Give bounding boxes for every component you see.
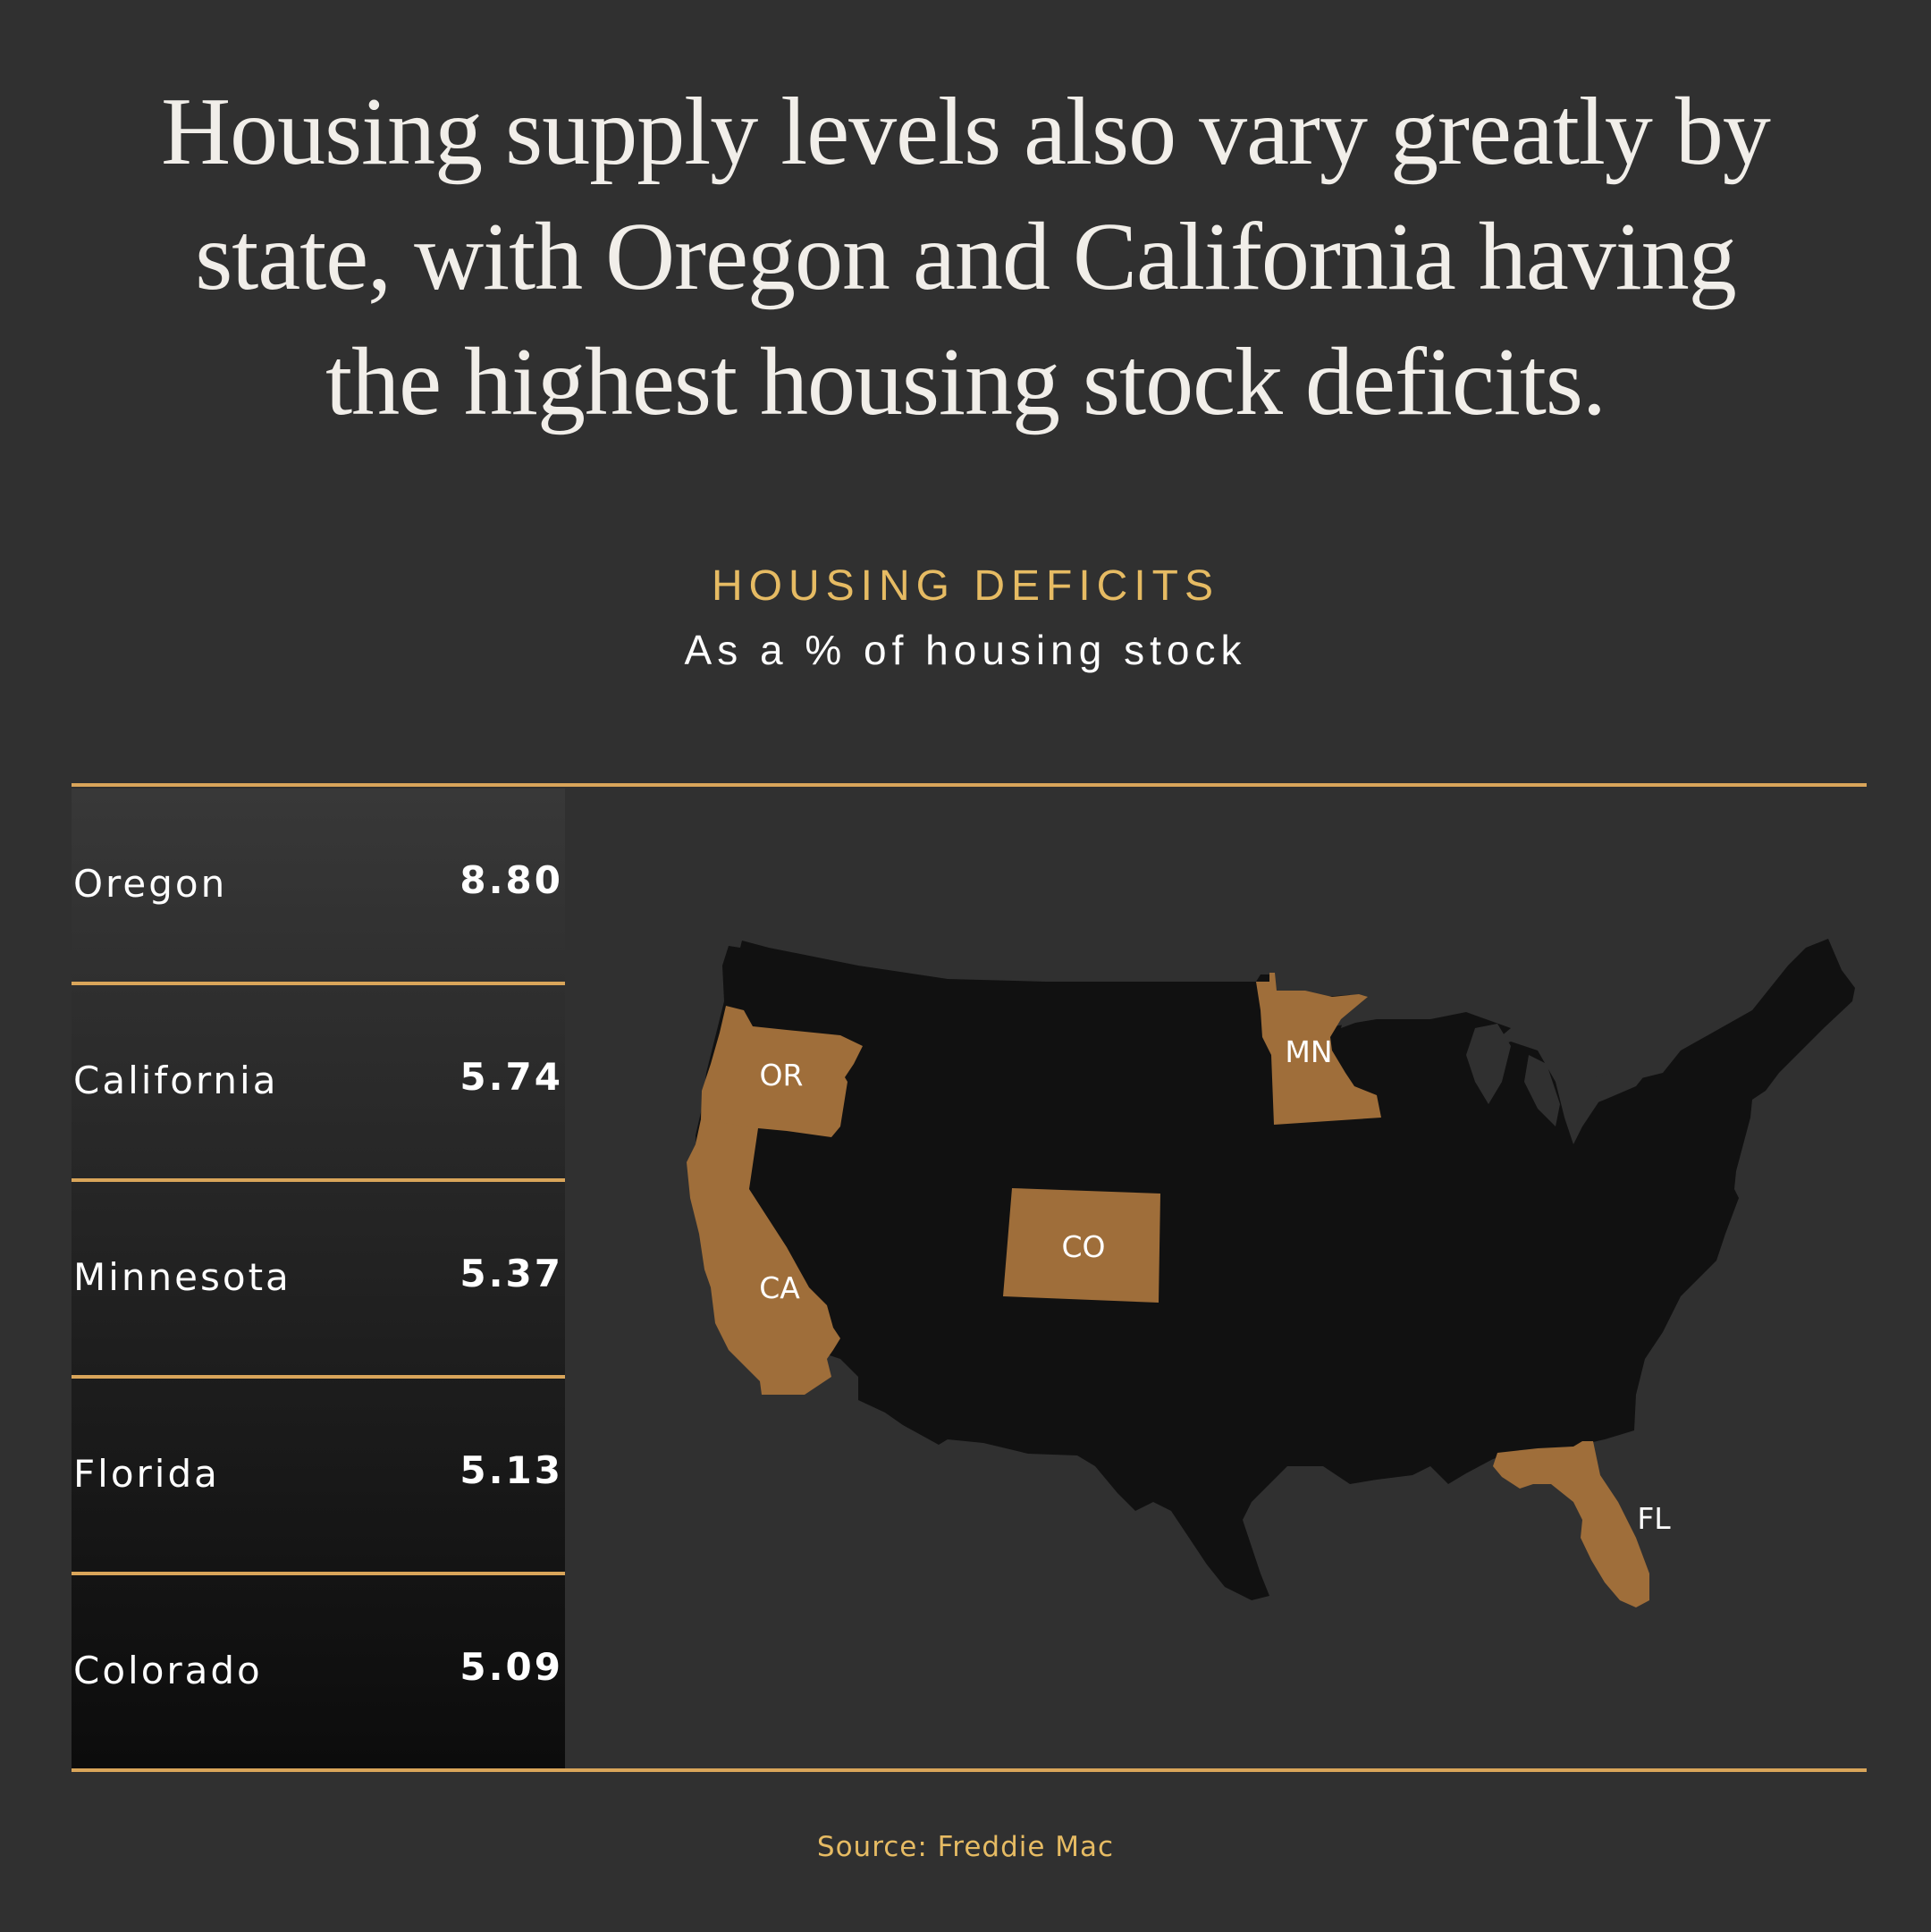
table-row: Minnesota 5.37 xyxy=(72,1180,565,1375)
state-name: Minnesota xyxy=(73,1255,291,1299)
state-value: 5.09 xyxy=(460,1645,563,1689)
chart-subtitle: As a % of housing stock xyxy=(684,627,1247,673)
map-label-co: CO xyxy=(1061,1229,1105,1264)
state-colorado xyxy=(1003,1188,1160,1303)
state-value: 5.37 xyxy=(460,1252,563,1295)
source-note: Source: Freddie Mac xyxy=(816,1831,1115,1863)
top-rule xyxy=(72,783,1867,787)
map-label-mn: MN xyxy=(1285,1034,1332,1069)
us-silhouette xyxy=(696,939,1855,1600)
row-divider xyxy=(72,1375,565,1379)
table-row: California 5.74 xyxy=(72,983,565,1178)
headline-line-2: state, with Oregon and California having xyxy=(195,204,1737,310)
state-florida xyxy=(1493,1441,1649,1607)
row-divider xyxy=(72,982,565,985)
headline: Housing supply levels also vary greatly … xyxy=(0,70,1931,445)
map-label-or: OR xyxy=(760,1058,804,1093)
headline-line-3: the highest housing stock deficits. xyxy=(325,329,1606,435)
state-value: 5.74 xyxy=(460,1055,563,1099)
state-oregon xyxy=(701,1006,863,1137)
state-name: Oregon xyxy=(73,862,228,906)
bottom-rule xyxy=(72,1768,1867,1772)
row-divider xyxy=(72,1572,565,1575)
map-label-fl: FL xyxy=(1637,1501,1671,1536)
state-value: 5.13 xyxy=(460,1448,563,1492)
state-california xyxy=(687,1119,840,1395)
table-row: Colorado 5.09 xyxy=(72,1573,565,1768)
great-lakes xyxy=(1341,983,1654,1126)
state-name: California xyxy=(73,1059,279,1102)
us-map: OR CA CO MN FL xyxy=(687,939,1855,1607)
state-value: 8.80 xyxy=(460,858,563,902)
table-row: Oregon 8.80 xyxy=(72,787,565,982)
map-label-ca: CA xyxy=(759,1270,800,1305)
state-name: Colorado xyxy=(73,1649,263,1692)
row-divider xyxy=(72,1178,565,1182)
state-name: Florida xyxy=(73,1452,220,1496)
chart-title: HOUSING DEFICITS xyxy=(711,562,1220,610)
headline-line-1: Housing supply levels also vary greatly … xyxy=(161,79,1771,185)
state-minnesota xyxy=(1256,973,1381,1125)
table-panel xyxy=(72,789,565,1768)
table-row: Florida 5.13 xyxy=(72,1377,565,1572)
